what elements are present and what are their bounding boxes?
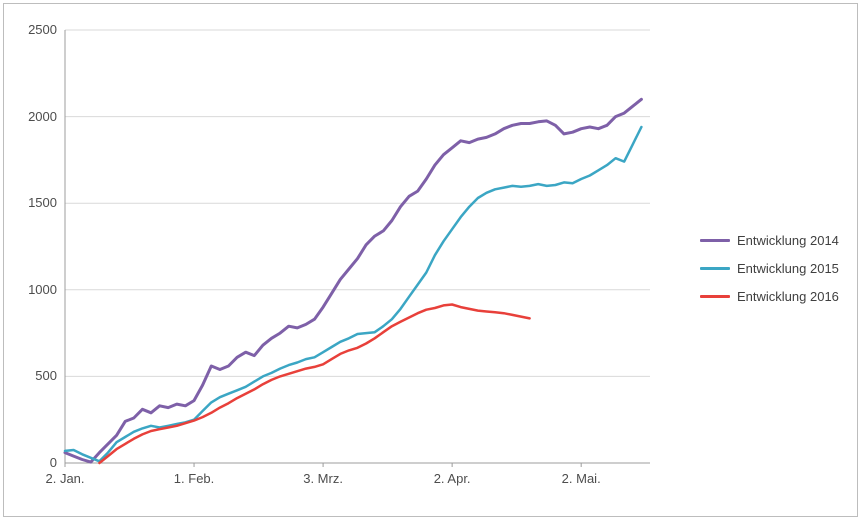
legend-label-2014: Entwicklung 2014 <box>737 233 839 248</box>
legend-line-swatch-2015 <box>700 267 730 270</box>
series-line-2016 <box>98 303 531 465</box>
legend-label-2016: Entwicklung 2016 <box>737 289 839 304</box>
x-tick-label: 2. Mai. <box>561 471 601 486</box>
y-tick-label: 2000 <box>28 108 57 124</box>
legend-item-2015: Entwicklung 2015 <box>700 261 839 276</box>
legend-item-2014: Entwicklung 2014 <box>700 233 839 248</box>
y-tick-label: 0 <box>49 455 57 470</box>
x-tick-label: 3. Mrz. <box>303 471 343 486</box>
legend-label-2015: Entwicklung 2015 <box>737 261 839 276</box>
y-tick-label: 500 <box>35 368 57 384</box>
x-tick-label: 1. Feb. <box>173 471 215 486</box>
legend: Entwicklung 2014 Entwicklung 2015 Entwic… <box>700 233 839 304</box>
legend-line-swatch-2014 <box>700 239 730 242</box>
y-tick-label: 1500 <box>28 195 57 211</box>
legend-line-swatch-2016 <box>700 295 730 298</box>
x-tick-label: 2. Jan. <box>45 471 85 486</box>
y-tick-label: 1000 <box>28 281 57 297</box>
chart-border <box>3 3 858 517</box>
series-line-2014 <box>63 97 643 464</box>
legend-item-2016: Entwicklung 2016 <box>700 289 839 304</box>
x-tick-label: 2. Apr. <box>433 471 471 486</box>
y-tick-label: 2500 <box>28 22 57 37</box>
series-line-2015 <box>63 125 643 463</box>
